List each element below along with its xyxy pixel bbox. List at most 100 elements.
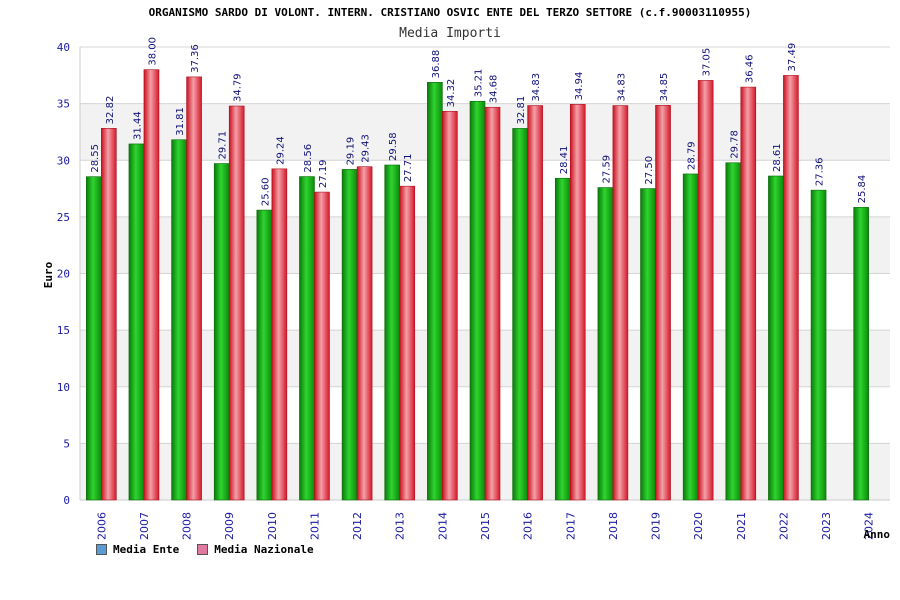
bar-value-label: 29.24 xyxy=(275,136,286,165)
bar-value-label: 32.82 xyxy=(105,96,116,125)
y-tick-label: 15 xyxy=(57,324,70,337)
x-tick-label-2016: 2016 xyxy=(522,512,535,540)
x-tick-label-2019: 2019 xyxy=(650,512,663,540)
bar-media-ente-2011 xyxy=(299,176,315,501)
bar-media-ente-2022 xyxy=(768,175,784,501)
chart-subtitle: Media Importi xyxy=(399,26,501,41)
bar-value-label: 25.60 xyxy=(260,177,271,206)
legend-label-media-nazionale: Media Nazionale xyxy=(214,543,314,556)
x-tick-label-2022: 2022 xyxy=(777,512,790,540)
bar-media-ente-2015 xyxy=(469,100,486,501)
bar-value-label: 27.19 xyxy=(318,159,329,188)
bar-labels: 28.55 32.82 31.44 38.00 31.81 37.36 29.71 34.79… xyxy=(90,37,868,206)
bar-media-ente-2012 xyxy=(341,169,358,501)
bar-value-label: 34.85 xyxy=(659,73,670,102)
bar-media-ente-2023 xyxy=(810,189,827,501)
bar-value-label: 29.19 xyxy=(346,137,357,166)
bar-media-nazionale-2009 xyxy=(228,105,245,501)
y-tick-label: 20 xyxy=(57,268,70,281)
bar-media-ente-2009 xyxy=(213,163,230,501)
bar-media-ente-2019 xyxy=(640,188,656,501)
bar-media-ente-2021 xyxy=(725,162,742,501)
bar-media-nazionale-2015 xyxy=(484,106,501,501)
bar-value-label: 34.79 xyxy=(233,73,244,102)
bar-media-nazionale-2007 xyxy=(143,69,160,501)
bars xyxy=(86,69,869,501)
x-tick-label-2011: 2011 xyxy=(308,512,321,540)
bar-value-label: 36.46 xyxy=(744,54,755,83)
bar-value-label: 29.71 xyxy=(218,131,229,160)
bar-value-label: 31.44 xyxy=(132,111,143,140)
bar-media-nazionale-2016 xyxy=(527,105,543,501)
bar-media-nazionale-2008 xyxy=(186,76,202,501)
legend-swatch-media-ente xyxy=(96,544,107,555)
bar-value-label: 27.71 xyxy=(403,154,414,183)
bar-media-nazionale-2012 xyxy=(356,166,373,501)
bar-value-label: 27.59 xyxy=(601,155,612,184)
bar-media-nazionale-2013 xyxy=(399,185,416,501)
bar-media-ente-2018 xyxy=(597,187,614,501)
chart-title: ORGANISMO SARDO DI VOLONT. INTERN. CRIST… xyxy=(148,6,752,19)
bar-media-nazionale-2017 xyxy=(569,104,586,501)
bar-media-ente-2008 xyxy=(171,139,187,501)
bar-value-label: 28.56 xyxy=(303,144,314,173)
bar-value-label: 34.94 xyxy=(574,72,585,101)
bar-value-label: 29.78 xyxy=(729,130,740,159)
bar-media-nazionale-2020 xyxy=(697,80,714,501)
x-tick-label-2009: 2009 xyxy=(223,512,236,540)
bar-media-ente-2017 xyxy=(554,177,571,501)
bar-value-label: 29.58 xyxy=(388,132,399,161)
bar-media-nazionale-2010 xyxy=(271,168,288,501)
bar-media-nazionale-2018 xyxy=(612,105,629,501)
bar-media-ente-2016 xyxy=(512,128,528,501)
bar-media-nazionale-2021 xyxy=(740,86,757,501)
bar-value-label: 34.83 xyxy=(616,73,627,102)
legend-item-media-nazionale: Media Nazionale xyxy=(197,543,314,556)
x-tick-label-2006: 2006 xyxy=(95,512,108,540)
x-axis-ticks: 2006 2007 2008 2009 2010 2011 2012 2013 2014 2015… xyxy=(95,512,875,540)
y-tick-label: 25 xyxy=(57,211,70,224)
y-tick-label: 0 xyxy=(63,494,70,507)
x-tick-label-2023: 2023 xyxy=(820,512,833,540)
bar-value-label: 36.88 xyxy=(431,50,442,79)
bar-value-label: 34.83 xyxy=(531,73,542,102)
bar-media-ente-2006 xyxy=(86,176,102,501)
y-axis-label: Euro xyxy=(42,261,55,288)
y-tick-label: 10 xyxy=(57,381,70,394)
y-tick-label: 40 xyxy=(57,41,70,54)
x-tick-label-2018: 2018 xyxy=(607,512,620,540)
x-tick-label-2017: 2017 xyxy=(564,512,577,540)
bar-media-nazionale-2014 xyxy=(442,111,458,501)
x-tick-label-2020: 2020 xyxy=(692,512,705,540)
bar-value-label: 28.61 xyxy=(772,143,783,172)
bar-value-label: 37.49 xyxy=(787,43,798,72)
x-tick-label-2010: 2010 xyxy=(266,512,279,540)
legend-item-media-ente: Media Ente xyxy=(96,543,179,556)
bar-media-nazionale-2022 xyxy=(783,75,799,501)
y-tick-label: 35 xyxy=(57,98,70,111)
bar-media-nazionale-2006 xyxy=(101,128,117,501)
bar-value-label: 35.21 xyxy=(474,69,485,98)
x-tick-label-2014: 2014 xyxy=(436,512,449,540)
bar-media-ente-2007 xyxy=(128,143,145,501)
bar-value-label: 34.68 xyxy=(489,75,500,104)
bar-media-ente-2020 xyxy=(682,173,699,501)
bar-value-label: 37.36 xyxy=(190,44,201,73)
y-axis-ticks: 0 5 10 15 20 25 30 35 40 xyxy=(57,41,70,507)
bar-media-ente-2013 xyxy=(384,164,401,501)
bar-media-nazionale-2011 xyxy=(314,191,330,501)
x-tick-label-2024: 2024 xyxy=(863,512,876,540)
bar-media-ente-2024 xyxy=(853,207,869,501)
bar-value-label: 29.43 xyxy=(361,134,372,163)
bar-media-ente-2014 xyxy=(427,82,443,501)
bar-value-label: 38.00 xyxy=(147,37,158,66)
bar-value-label: 32.81 xyxy=(516,96,527,125)
bar-value-label: 28.55 xyxy=(90,144,101,173)
bar-value-label: 31.81 xyxy=(175,107,186,136)
x-tick-label-2007: 2007 xyxy=(138,512,151,540)
x-tick-label-2015: 2015 xyxy=(479,512,492,540)
x-tick-label-2008: 2008 xyxy=(181,512,194,540)
x-tick-label-2021: 2021 xyxy=(735,512,748,540)
legend-label-media-ente: Media Ente xyxy=(113,543,180,556)
